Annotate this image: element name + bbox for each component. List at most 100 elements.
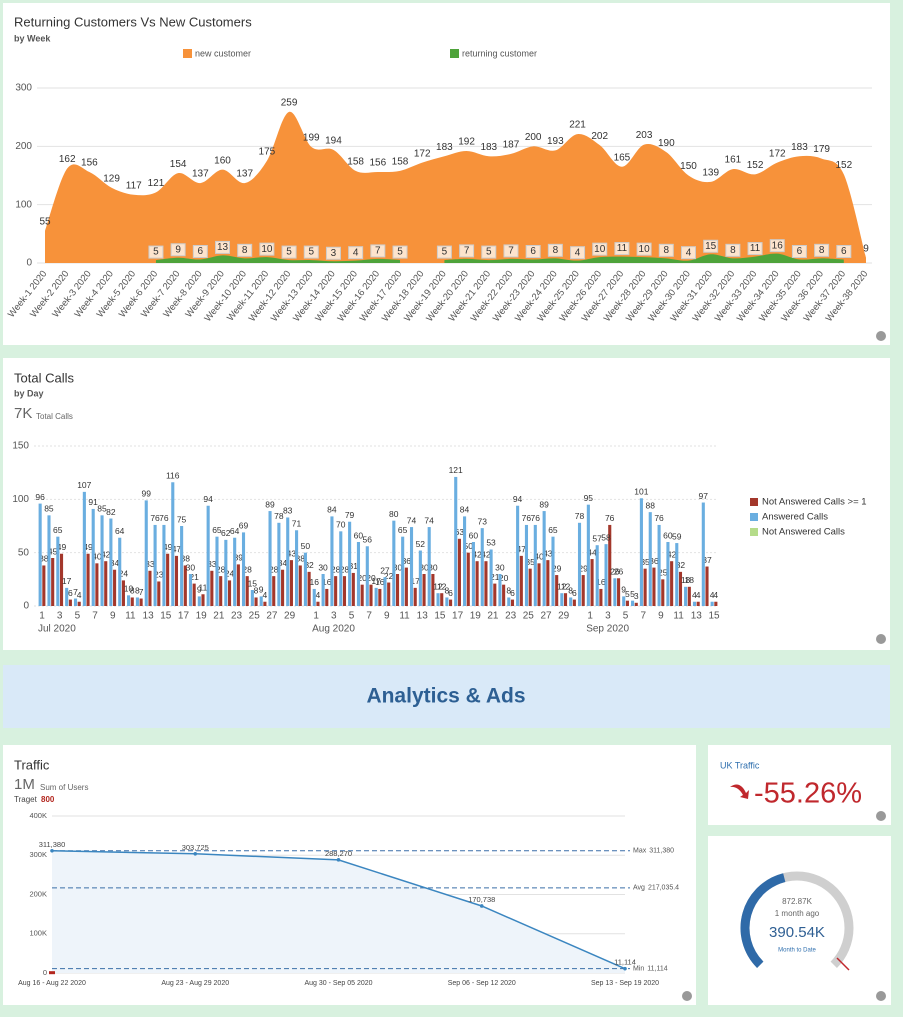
- bar: [639, 498, 643, 606]
- x-tick-label: 13: [143, 611, 155, 622]
- data-label: 76: [522, 513, 532, 523]
- bar: [219, 576, 223, 606]
- data-label: 28: [269, 564, 279, 574]
- bar: [643, 568, 647, 606]
- bar: [65, 587, 69, 606]
- y-tick-label: 0: [26, 258, 32, 269]
- bar: [316, 601, 320, 606]
- data-label: 20: [357, 573, 367, 583]
- bar: [652, 567, 656, 606]
- data-label: 49: [83, 542, 93, 552]
- data-label-box: [658, 243, 674, 257]
- data-label: 5: [286, 247, 292, 258]
- data-label-box: [370, 244, 386, 258]
- data-label-box: [503, 244, 519, 258]
- data-label: 11: [617, 243, 628, 254]
- bar: [551, 536, 555, 606]
- bar: [463, 516, 467, 606]
- data-label: 175: [259, 147, 276, 158]
- data-label: 35: [640, 557, 650, 567]
- x-tick-label: 9: [384, 611, 390, 622]
- y-tick-label: 50: [18, 547, 30, 558]
- y-tick-label: 200K: [29, 889, 47, 898]
- x-tick-label: 15: [708, 611, 720, 622]
- data-label: 152: [835, 160, 852, 171]
- bar: [224, 539, 228, 606]
- data-label-box: [481, 245, 497, 259]
- bar: [569, 597, 573, 606]
- data-label: 24: [119, 569, 129, 579]
- data-label: 47: [172, 544, 182, 554]
- x-group-label: Sep 2020: [586, 624, 629, 635]
- bar: [577, 522, 582, 606]
- data-label-box: [636, 242, 652, 256]
- data-label: 190: [658, 138, 675, 149]
- bar: [268, 511, 272, 606]
- bar: [625, 600, 629, 606]
- data-label: 10: [261, 244, 273, 255]
- data-label: 38: [181, 554, 191, 564]
- data-label: 5: [630, 589, 635, 599]
- data-label: 30: [428, 562, 438, 572]
- data-label: 26: [614, 567, 624, 577]
- bar: [109, 518, 113, 606]
- bar: [236, 564, 240, 606]
- bar: [91, 508, 95, 606]
- bar: [254, 597, 258, 606]
- data-label: 6: [797, 246, 803, 257]
- area: [52, 850, 625, 973]
- bar: [227, 580, 232, 606]
- bar: [59, 553, 64, 606]
- data-label: 55: [39, 217, 51, 228]
- x-tick-label: 23: [505, 611, 517, 622]
- target-label: Traget: [14, 795, 38, 804]
- point: [479, 904, 484, 908]
- bar: [365, 546, 369, 606]
- data-label: 45: [48, 546, 58, 556]
- data-label: 83: [283, 506, 293, 516]
- data-label: 15: [248, 578, 258, 588]
- data-label: 73: [477, 516, 487, 526]
- bar: [298, 565, 302, 606]
- user-icon: [876, 811, 886, 821]
- data-label: 74: [424, 515, 434, 525]
- data-label-box: [459, 244, 475, 258]
- data-label: 65: [548, 525, 558, 535]
- user-icon: [876, 991, 886, 1001]
- data-label-box: [680, 246, 696, 260]
- data-label: 42: [667, 549, 677, 559]
- data-label: 23: [154, 570, 164, 580]
- bar: [289, 560, 293, 606]
- data-label: 94: [203, 494, 213, 504]
- bar: [360, 584, 364, 606]
- data-label: 15: [705, 241, 717, 252]
- data-label: 12: [437, 581, 447, 591]
- legend-swatch: [750, 513, 758, 521]
- data-label: 33: [145, 559, 155, 569]
- data-label: 107: [77, 480, 91, 490]
- legend-label: new customer: [195, 48, 251, 58]
- data-label: 11: [750, 243, 761, 254]
- data-label: 64: [230, 526, 240, 536]
- data-label: 165: [614, 152, 631, 163]
- data-label: 28: [216, 564, 226, 574]
- legend-label: returning customer: [462, 48, 537, 58]
- data-label: 156: [81, 158, 98, 169]
- data-label: 11,114: [614, 958, 636, 967]
- data-label: 6: [448, 588, 453, 598]
- x-tick-label: 7: [92, 611, 98, 622]
- bar: [696, 601, 700, 606]
- x-tick-label: 7: [366, 611, 372, 622]
- x-tick-label: 5: [623, 611, 629, 622]
- bar: [445, 597, 449, 606]
- bar: [241, 532, 246, 606]
- data-label: 183: [791, 142, 808, 153]
- data-label: 10: [124, 584, 134, 594]
- user-icon: [876, 331, 886, 341]
- bar: [387, 582, 391, 606]
- x-tick-label: Sep 06 - Sep 12 2020: [448, 980, 516, 987]
- data-label-box: [148, 245, 164, 259]
- x-tick-label: 17: [178, 611, 190, 622]
- bar: [263, 601, 267, 606]
